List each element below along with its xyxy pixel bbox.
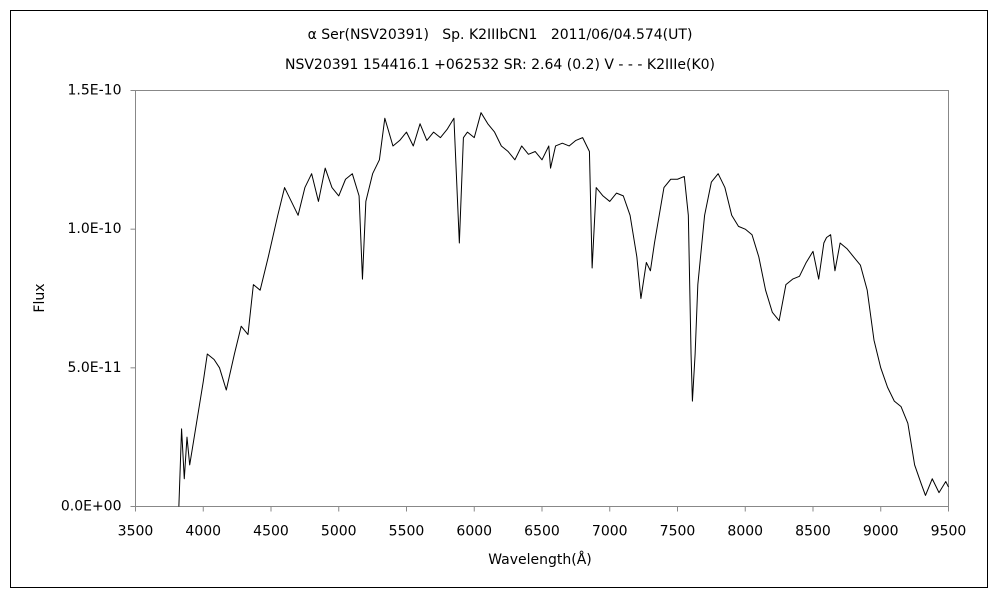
frame bbox=[10, 10, 988, 588]
x-axis-label: Wavelength(Å) bbox=[488, 551, 592, 568]
x-tick-label: 7500 bbox=[660, 524, 696, 540]
x-tick-label: 4000 bbox=[185, 524, 221, 540]
chart-title: α Ser(NSV20391) Sp. K2IIIbCN1 2011/06/04… bbox=[308, 27, 693, 43]
x-tick-label: 3500 bbox=[118, 524, 154, 540]
x-tick-label: 6000 bbox=[456, 524, 492, 540]
chart-subtitle: NSV20391 154416.1 +062532 SR: 2.64 (0.2)… bbox=[285, 57, 715, 73]
y-tick-label: 1.0E-10 bbox=[68, 221, 122, 237]
x-tick-label: 6500 bbox=[524, 524, 560, 540]
x-tick-label: 5000 bbox=[321, 524, 357, 540]
y-tick-label: 5.0E-11 bbox=[68, 360, 122, 376]
y-axis-label: Flux bbox=[32, 283, 48, 312]
y-tick-label: 1.5E-10 bbox=[68, 83, 122, 99]
x-tick-label: 7000 bbox=[592, 524, 628, 540]
x-tick-label: 9000 bbox=[863, 524, 899, 540]
x-tick-label: 8000 bbox=[727, 524, 763, 540]
x-tick-label: 4500 bbox=[253, 524, 289, 540]
spectrum-line bbox=[178, 112, 949, 507]
x-tick-label: 5500 bbox=[389, 524, 425, 540]
x-tick-label: 8500 bbox=[795, 524, 831, 540]
x-tick-label: 9500 bbox=[931, 524, 967, 540]
y-tick-label: 0.0E+00 bbox=[61, 499, 122, 515]
